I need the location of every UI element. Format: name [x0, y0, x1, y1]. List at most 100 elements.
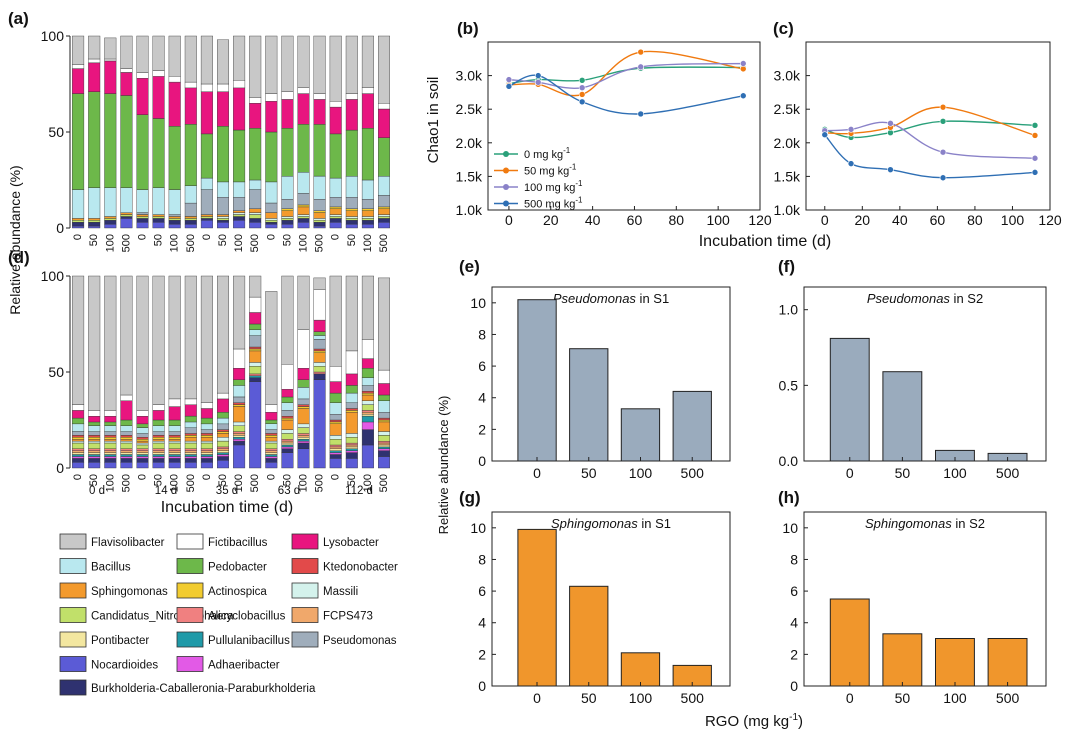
chart-title: Pseudomonas in S2 [867, 291, 983, 306]
y-tick-label: 10 [782, 520, 798, 536]
x-tick-label: 100 [943, 465, 967, 481]
stack-segment [216, 83, 229, 92]
stack-segment [120, 394, 133, 402]
stack-segment [313, 379, 326, 469]
stack-segment [216, 275, 229, 394]
stack-segment [72, 220, 85, 223]
stack-segment [265, 419, 278, 424]
stack-segment [297, 124, 310, 173]
x-tick-label: 500 [314, 474, 326, 492]
stack-segment [152, 437, 165, 440]
stack-segment [313, 348, 326, 352]
stack-segment [265, 442, 278, 450]
stack-segment [104, 410, 117, 417]
x-tick-label: 100 [104, 474, 116, 492]
bar [569, 348, 609, 462]
data-point [739, 92, 747, 100]
stack-segment [104, 440, 117, 444]
y-tick-label: 3.0k [774, 68, 801, 84]
stack-segment [184, 81, 197, 89]
stack-segment [313, 339, 326, 350]
stack-segment [345, 446, 358, 449]
stack-segment [281, 127, 294, 177]
stack-segment [378, 435, 391, 442]
stack-segment [152, 214, 165, 217]
stack-segment [345, 402, 358, 409]
stack-segment [216, 214, 229, 217]
stack-segment [168, 275, 181, 400]
stack-segment [265, 448, 278, 451]
x-tick-label: 100 [169, 474, 181, 492]
stack-segment [313, 198, 326, 211]
stack-segment [200, 440, 213, 444]
legend-label: Pedobacter [208, 562, 267, 574]
panel-label-d: (d) [8, 248, 30, 267]
stack-segment [233, 129, 246, 183]
stack-segment [200, 91, 213, 135]
x-tick-label: 0 [201, 234, 213, 240]
stack-segment [200, 216, 213, 219]
stack-segment [249, 329, 262, 336]
stack-segment [104, 37, 117, 60]
stack-segment [265, 423, 278, 430]
stack-segment [136, 77, 149, 115]
stack-segment [281, 175, 294, 200]
stack-segment [329, 366, 342, 382]
stack-segment [281, 396, 294, 404]
stack-segment [120, 437, 133, 440]
stack-segment [136, 35, 149, 73]
stack-segment [345, 450, 358, 453]
stack-segment [361, 223, 374, 229]
stack-segment [120, 454, 133, 457]
stack-segment [378, 400, 391, 413]
left-y-axis-title: Relative abundance (%) [7, 165, 23, 314]
stack-segment [313, 210, 326, 213]
stack-segment [345, 275, 358, 352]
bar [829, 598, 870, 687]
y-tick-label: 8 [478, 326, 486, 342]
stack-segment [265, 101, 278, 133]
stack-segment [88, 35, 101, 60]
stack-segment [136, 218, 149, 223]
legend-label: Adhaeribacter [208, 660, 280, 672]
stack-segment [88, 410, 101, 417]
legend-marker [503, 200, 509, 207]
stack-segment [200, 442, 213, 450]
stack-segment [361, 421, 374, 430]
stack-segment [329, 177, 342, 198]
stack-segment [361, 429, 374, 446]
stack-segment [265, 462, 278, 469]
stack-segment [345, 350, 358, 375]
stack-segment [104, 275, 117, 411]
plot-frame [803, 286, 1047, 462]
stack-segment [361, 220, 374, 225]
legend-marker [503, 184, 509, 190]
stack-segment [249, 208, 262, 213]
stack-segment [249, 335, 262, 348]
stack-segment [361, 93, 374, 129]
stack-segment [329, 381, 342, 394]
stack-segment [265, 181, 278, 204]
stack-segment [184, 216, 197, 219]
x-tick-label: 50 [217, 474, 229, 486]
stack-segment [281, 440, 294, 444]
stack-segment [361, 127, 374, 181]
chart-title: Sphingomonas in S1 [551, 516, 671, 531]
stack-segment [200, 462, 213, 469]
stack-segment [200, 429, 213, 434]
stack-segment [297, 435, 310, 438]
stack-segment [249, 362, 262, 367]
stack-segment [152, 35, 165, 71]
stack-segment [361, 87, 374, 94]
chart-title: Sphingomonas in S2 [865, 516, 985, 531]
stack-segment [281, 429, 294, 434]
stack-segment [184, 427, 197, 434]
stack-segment [345, 218, 358, 221]
legend-label: Pseudomonas [323, 635, 397, 647]
stack-segment [72, 275, 85, 405]
stack-segment [152, 218, 165, 223]
stack-segment [329, 101, 342, 108]
stack-segment [168, 406, 181, 421]
day-groups: 0 d 14 d 35 d 63 d 112 d [89, 485, 373, 497]
stack-segment [281, 439, 294, 442]
